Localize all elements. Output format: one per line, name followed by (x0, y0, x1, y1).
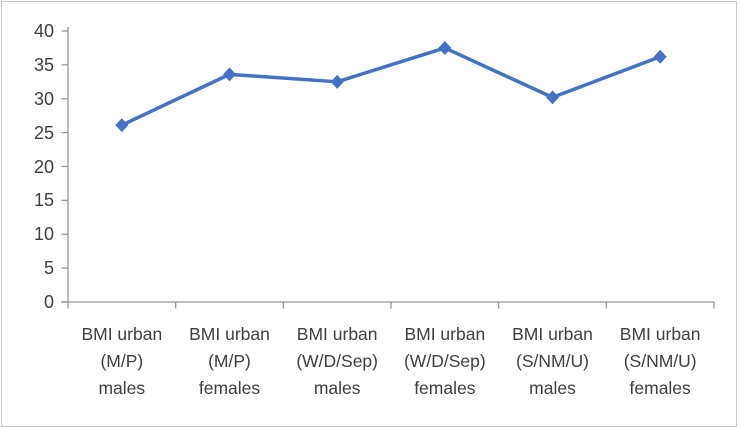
x-category-label: BMI urban (W/D/Sep) males (296, 324, 378, 398)
data-point-marker (653, 49, 667, 64)
y-tick-label: 5 (43, 258, 54, 279)
y-tick-label: 30 (33, 88, 54, 109)
x-category-label: BMI urban (S/NM/U) females (619, 324, 701, 398)
x-category-label: BMI urban (S/NM/U) males (512, 324, 593, 398)
y-tick-label: 0 (43, 292, 54, 312)
data-line (120, 46, 662, 127)
x-category-label: BMI urban (W/D/Sep) females (403, 324, 486, 398)
y-tick-label: 40 (33, 21, 54, 41)
y-tick-label: 10 (33, 224, 54, 245)
y-tick-label: 15 (33, 190, 54, 211)
y-tick-label: 25 (33, 122, 54, 143)
data-point-marker (115, 118, 129, 133)
data-point-marker (330, 74, 344, 89)
data-point-marker (438, 40, 452, 55)
y-tick-label: 20 (33, 156, 54, 177)
x-category-label: BMI urban (M/P) males (81, 324, 163, 398)
x-category-label: BMI urban (M/P) females (189, 324, 270, 398)
data-point-marker (223, 67, 236, 82)
data-point-marker (546, 90, 559, 105)
y-tick-label: 35 (33, 54, 54, 75)
